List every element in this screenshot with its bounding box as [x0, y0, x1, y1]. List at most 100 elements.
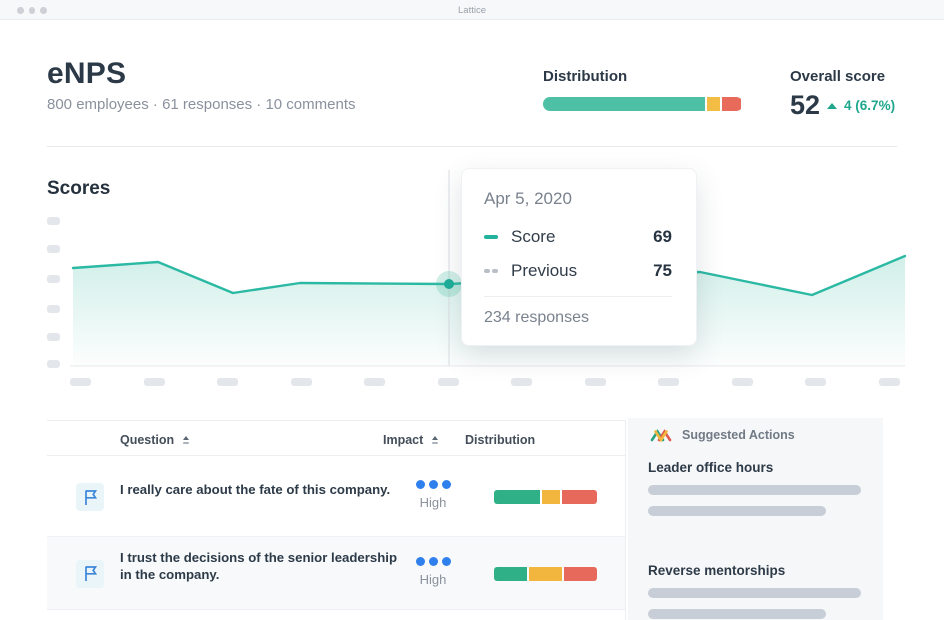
distribution-segment [494, 490, 540, 504]
question-text: I really care about the fate of this com… [120, 481, 391, 497]
text-skeleton-bar [648, 506, 826, 516]
distribution-segment [564, 566, 597, 581]
y-axis-tick-skeleton [47, 275, 60, 283]
tooltip-date: Apr 5, 2020 [484, 189, 572, 208]
panel-divider [625, 420, 626, 620]
distribution-column-label: Distribution [465, 433, 536, 447]
y-axis-tick-skeleton [47, 217, 60, 225]
suggested-actions-panel: Suggested Actions Leader office hours Rev… [628, 418, 883, 620]
table-row[interactable]: I trust the decisions of the senior lead… [47, 537, 625, 610]
x-axis-tick-skeleton [731, 378, 753, 386]
table-header-row: Question Impact Distribution [47, 421, 625, 456]
distribution-bar [543, 97, 743, 111]
distribution-segment [562, 490, 597, 504]
y-axis-tick-skeleton [47, 360, 60, 368]
x-axis-tick-skeleton [70, 378, 91, 386]
overall-score-delta: 4 (6.7%) [844, 98, 896, 113]
suggested-action-title[interactable]: Reverse mentorships [648, 563, 786, 578]
chart-tooltip: Apr 5, 2020 Score 69 Previous 75 234 res… [461, 168, 697, 346]
impact-dot-icon [428, 556, 438, 566]
x-axis-tick-skeleton [143, 378, 165, 386]
question-text: I trust the decisions of the senior lead… [120, 549, 397, 582]
flag-icon [76, 483, 104, 511]
impact-dots [405, 556, 461, 566]
impact-column-label: Impact [383, 433, 424, 447]
text-skeleton-bar [648, 485, 861, 495]
gray-dash-icon [484, 269, 490, 273]
x-axis-tick-skeleton [217, 378, 238, 386]
question-distribution-bar [494, 566, 597, 581]
impact-level-label: High [419, 495, 447, 510]
y-axis-tick-skeleton [47, 333, 60, 341]
trend-up-icon [827, 102, 838, 109]
sort-icon [432, 436, 439, 444]
suggested-actions-title: Suggested Actions [682, 428, 795, 442]
x-axis-tick-skeleton [584, 378, 606, 386]
impact-cell: High [405, 556, 461, 587]
x-axis-tick-skeleton [658, 378, 679, 386]
y-axis-tick-skeleton [47, 305, 60, 313]
y-axis-tick-skeleton [47, 245, 60, 253]
lattice-logo-icon [650, 429, 672, 443]
text-skeleton-bar [648, 588, 861, 598]
page-subtitle: 800 employees · 61 responses · 10 commen… [47, 96, 356, 113]
x-axis-tick-skeleton [364, 378, 385, 386]
window-minimize-button[interactable] [28, 7, 35, 14]
x-axis-tick-skeleton [437, 378, 459, 386]
tooltip-score-value: 69 [653, 227, 672, 246]
x-axis-tick-skeleton [878, 378, 900, 386]
window-titlebar: Lattice [0, 0, 944, 20]
window-title: Lattice [458, 5, 486, 16]
column-header-distribution: Distribution [465, 433, 535, 447]
distribution-segment [707, 97, 720, 111]
impact-dot-icon [415, 480, 425, 489]
impact-dot-icon [441, 480, 451, 489]
teal-dash-icon [484, 235, 498, 239]
question-distribution-bar [494, 490, 597, 504]
tooltip-previous-row: Previous 75 [484, 260, 672, 282]
x-axis-tick-skeleton [805, 378, 826, 386]
tooltip-previous-value: 75 [653, 261, 672, 280]
column-header-impact[interactable]: Impact [383, 433, 439, 447]
distribution-segment [542, 490, 560, 504]
distribution-segment [494, 566, 527, 581]
page-title: eNPS [47, 57, 127, 90]
question-column-label: Question [120, 433, 175, 447]
flag-icon [76, 559, 104, 588]
table-row[interactable]: I really care about the fate of this com… [47, 457, 625, 537]
x-axis-tick-skeleton [290, 378, 312, 386]
impact-dot-icon [441, 556, 451, 566]
x-axis-tick-skeleton [511, 378, 532, 386]
impact-dots [405, 480, 461, 489]
suggested-actions-header: Suggested Actions [650, 427, 795, 443]
impact-level-label: High [419, 571, 447, 587]
overall-score-value: 52 [790, 90, 821, 120]
distribution-segment [543, 97, 705, 111]
impact-dot-icon [415, 556, 425, 566]
window-controls[interactable] [17, 7, 47, 14]
window-maximize-button[interactable] [40, 7, 47, 14]
distribution-segment [722, 97, 741, 111]
scores-section-title: Scores [47, 178, 111, 199]
previous-series-swatch [484, 269, 498, 273]
window-close-button[interactable] [17, 7, 24, 14]
overall-score-label: Overall score [790, 68, 886, 85]
impact-dot-icon [428, 480, 438, 489]
distribution-segment [529, 566, 562, 581]
impact-cell: High [405, 480, 461, 510]
score-series-swatch [484, 235, 498, 239]
header-divider [47, 146, 897, 147]
tooltip-divider [484, 296, 672, 297]
tooltip-responses: 234 responses [484, 309, 589, 326]
suggested-action-title[interactable]: Leader office hours [648, 460, 774, 475]
overall-score-row: 52 4 (6.7%) [790, 92, 895, 119]
tooltip-previous-label: Previous [511, 261, 578, 280]
text-skeleton-bar [648, 609, 826, 619]
questions-table: Question Impact Distribution I really ca… [47, 420, 625, 620]
tooltip-score-row: Score 69 [484, 226, 672, 248]
column-header-question[interactable]: Question [120, 433, 190, 447]
distribution-label: Distribution [543, 68, 628, 85]
gray-dash-icon [492, 269, 498, 273]
sort-icon [183, 436, 190, 444]
tooltip-score-label: Score [511, 227, 556, 246]
